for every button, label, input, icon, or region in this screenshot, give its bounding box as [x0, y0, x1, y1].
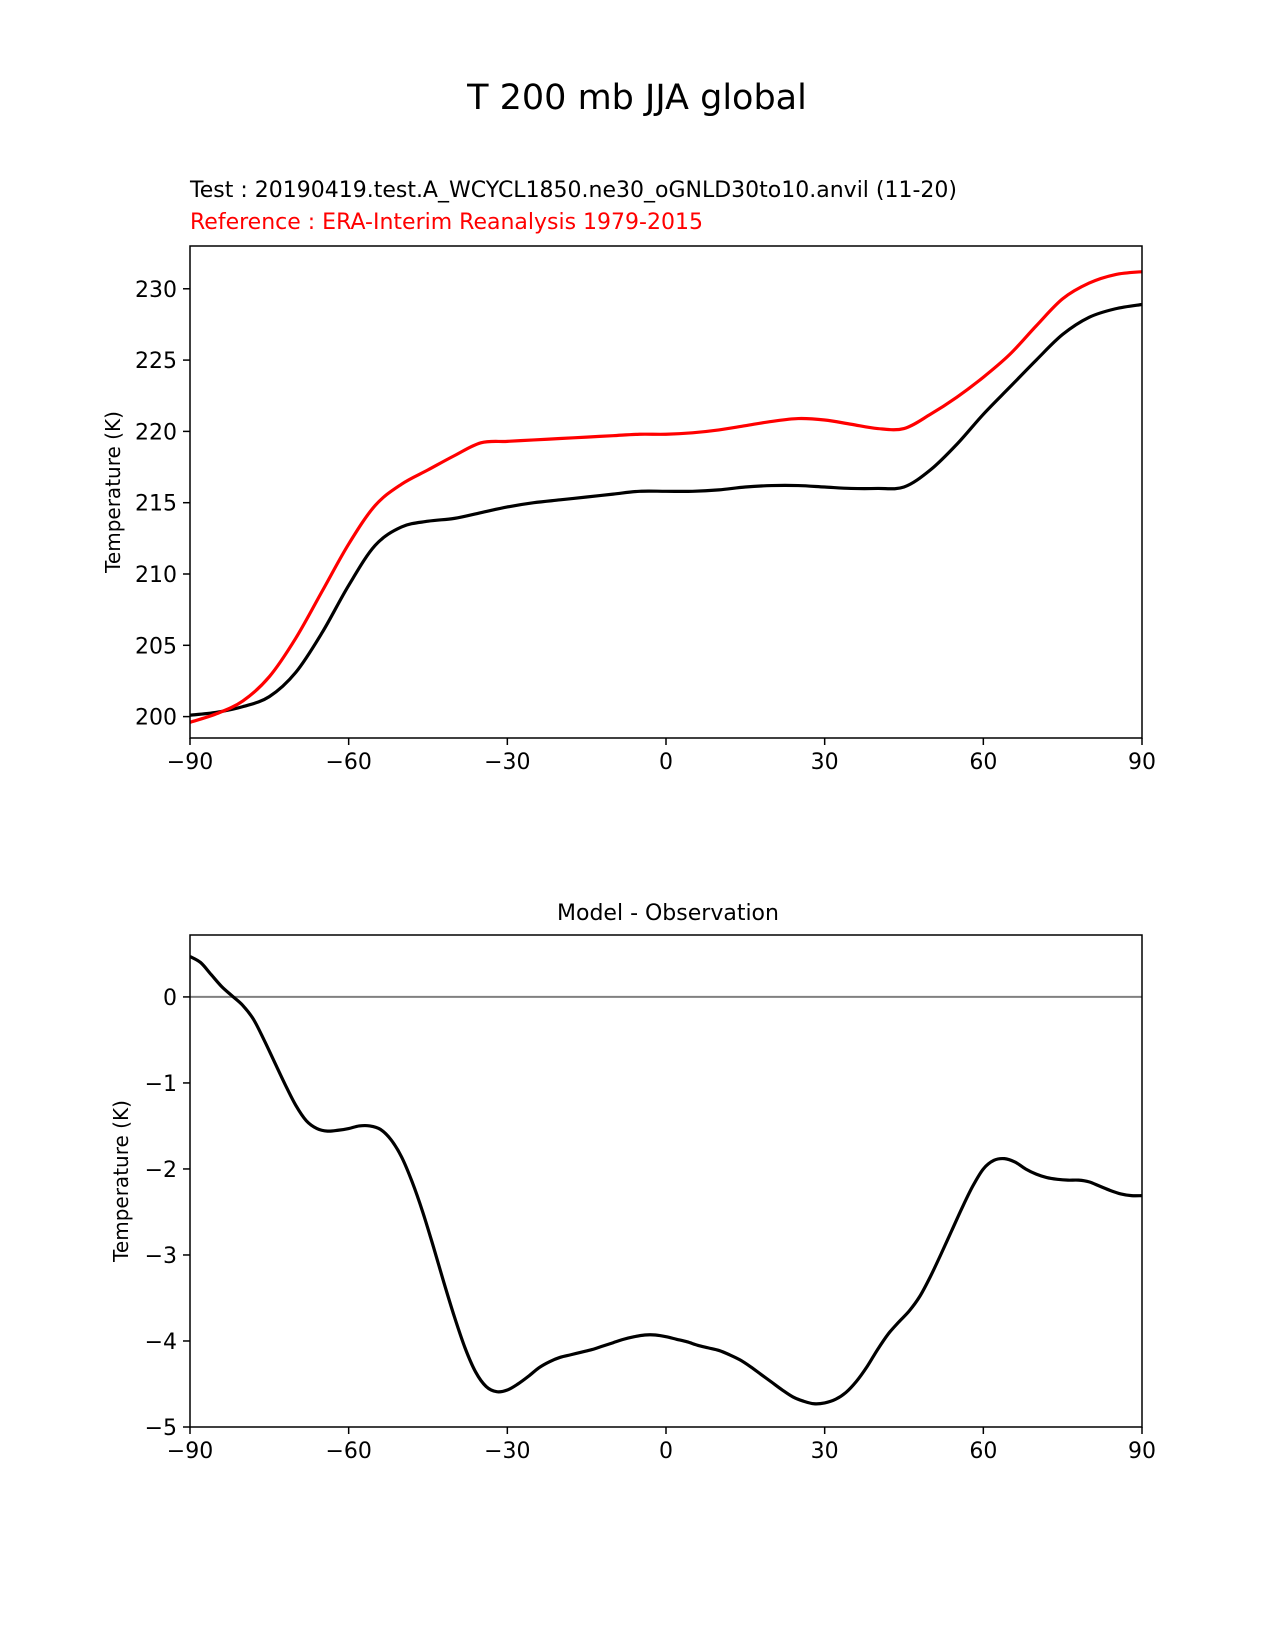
y-axis-label: Temperature (K): [101, 411, 125, 574]
series-line-test: [190, 302, 1142, 717]
x-tick-label: 90: [1128, 1439, 1156, 1464]
x-tick-label: −60: [325, 750, 371, 775]
figure-title: T 200 mb JJA global: [466, 78, 807, 118]
y-tick-label: −2: [145, 1158, 177, 1183]
x-tick-label: −30: [484, 1439, 530, 1464]
y-tick-label: 225: [135, 349, 177, 374]
x-tick-label: 60: [969, 1439, 997, 1464]
y-axis-label: Temperature (K): [109, 1100, 133, 1263]
x-tick-label: −30: [484, 750, 530, 775]
x-tick-label: 0: [659, 750, 673, 775]
y-tick-label: 215: [135, 492, 177, 517]
bottom-chart: −90 −60 −30 0 30 60 90 −5 −4 −3 −2 −1 0 Temperature (…: [109, 934, 1156, 1464]
diff-title: Model - Observation: [557, 901, 779, 926]
y-tick-label: 220: [135, 420, 177, 445]
series-line-reference: [190, 270, 1142, 724]
x-tick-label: 0: [659, 1439, 673, 1464]
y-tick-label: −3: [145, 1244, 177, 1269]
series-line-model-observation: [190, 955, 1142, 1406]
y-tick-label: 230: [135, 278, 177, 303]
x-tick-label: 90: [1128, 750, 1156, 775]
x-tick-label: −90: [167, 1439, 213, 1464]
x-tick-label: 60: [969, 750, 997, 775]
y-tick-label: −4: [145, 1330, 177, 1355]
x-tick-label: −90: [167, 750, 213, 775]
y-tick-label: −1: [145, 1072, 177, 1097]
plot-frame: [189, 934, 1143, 1428]
y-tick-label: −5: [145, 1416, 177, 1441]
x-tick-label: −60: [325, 1439, 371, 1464]
x-tick-label: 30: [811, 1439, 839, 1464]
reference-label: Reference : ERA-Interim Reanalysis 1979-…: [190, 210, 703, 235]
y-tick-label: 0: [163, 986, 177, 1011]
top-chart: −90 −60 −30 0 30 60 90 200 205 210 215 220 225 230 Tem…: [101, 245, 1156, 775]
x-tick-label: 30: [811, 750, 839, 775]
y-tick-label: 200: [135, 706, 177, 731]
test-label: Test : 20190419.test.A_WCYCL1850.ne30_oG…: [189, 178, 957, 203]
y-tick-label: 205: [135, 634, 177, 659]
y-tick-label: 210: [135, 563, 177, 588]
